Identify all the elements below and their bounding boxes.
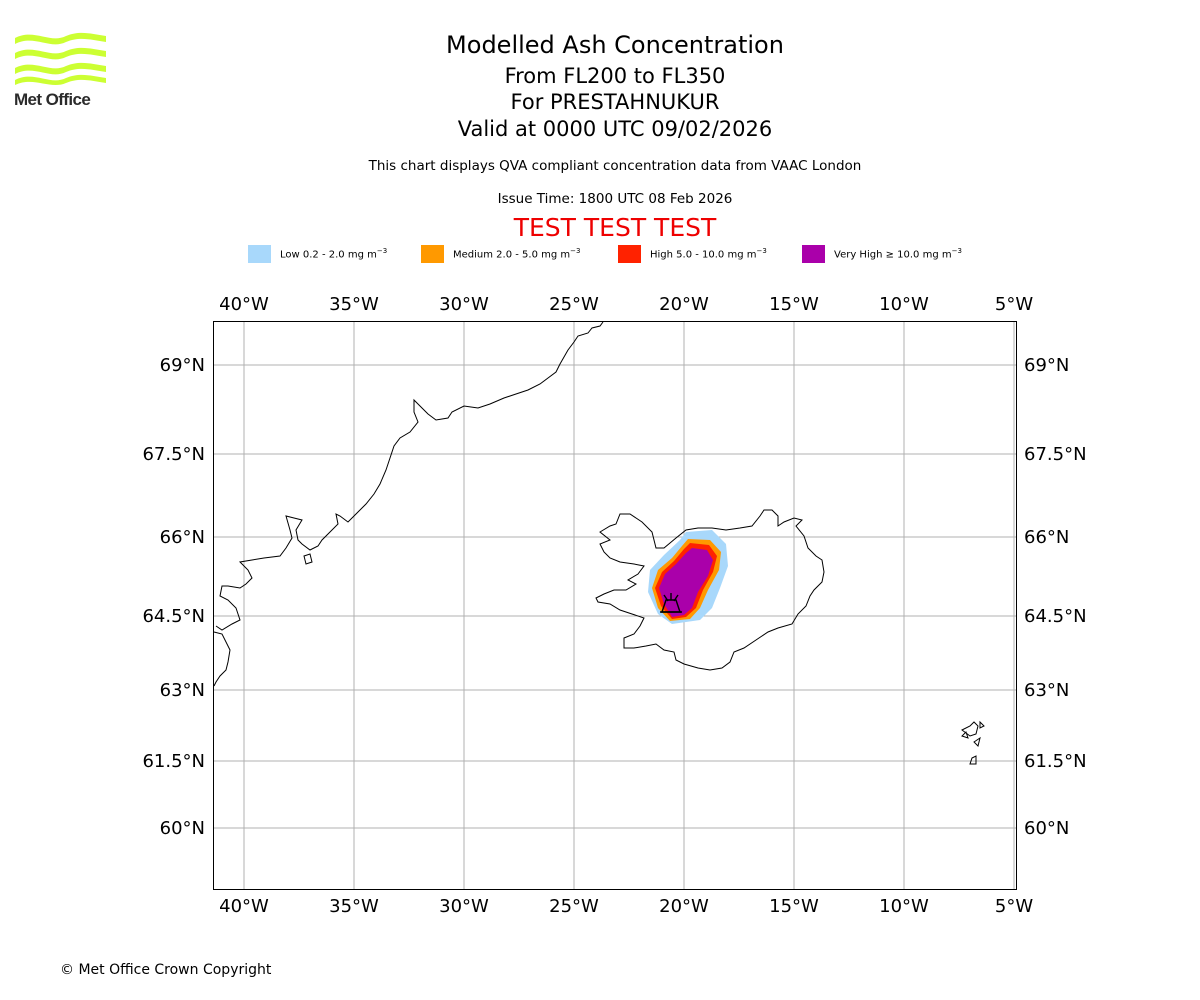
lon-label: 40°W [219,896,269,917]
lon-label: 40°W [219,294,269,315]
legend-exponent: −3 [570,247,581,256]
lat-labels-left: 69°N 67.5°N 66°N 64.5°N 63°N 61.5°N 60°N [142,355,205,839]
met-office-logo: Met Office [14,30,108,114]
legend-swatch-low [248,245,271,263]
legend-label-very-high: Very High ≥ 10.0 mg m [834,249,952,261]
lon-label: 15°W [769,896,819,917]
lon-label: 25°W [549,294,599,315]
lon-label: 5°W [995,294,1033,315]
faroe-islands [961,720,985,765]
lat-label: 69°N [1024,355,1069,376]
flight-level-range: From FL200 to FL350 [504,64,726,88]
issue-time: Issue Time: 1800 UTC 08 Feb 2026 [497,191,733,207]
lon-label: 30°W [439,896,489,917]
lat-label: 63°N [160,680,205,701]
lat-label: 64.5°N [1024,606,1087,627]
lat-label: 69°N [160,355,205,376]
greenland-coast [215,321,604,631]
legend: Low 0.2 - 2.0 mg m−3 Medium 2.0 - 5.0 mg… [0,244,1200,264]
lon-label: 10°W [879,294,929,315]
volcano-icon [660,593,682,613]
lon-label: 10°W [879,896,929,917]
ash-zones [648,530,728,624]
lon-label: 5°W [995,896,1033,917]
lon-labels-bottom: 40°W 35°W 30°W 25°W 20°W 15°W 10°W 5°W [219,896,1033,917]
lon-labels-top: 40°W 35°W 30°W 25°W 20°W 15°W 10°W 5°W [219,294,1033,315]
lon-label: 35°W [329,294,379,315]
greenland-islet [303,553,313,565]
legend-swatch-medium [421,245,444,263]
chart-title: Modelled Ash Concentration [446,31,784,59]
legend-label-medium: Medium 2.0 - 5.0 mg m [453,249,571,261]
coastlines [213,321,985,765]
lat-label: 60°N [1024,818,1069,839]
lat-label: 67.5°N [142,444,205,465]
map-frame [213,321,1017,890]
legend-label-low: Low 0.2 - 2.0 mg m [280,249,377,261]
lat-label: 66°N [160,527,205,548]
legend-exponent: −3 [756,247,767,256]
lon-label: 20°W [659,294,709,315]
volcano-name: For PRESTAHNUKUR [510,90,720,114]
lat-labels-right: 69°N 67.5°N 66°N 64.5°N 63°N 61.5°N 60°N [1024,355,1087,839]
valid-time: Valid at 0000 UTC 09/02/2026 [457,117,773,141]
lat-label: 64.5°N [142,606,205,627]
legend-exponent: −3 [951,247,962,256]
lon-label: 20°W [659,896,709,917]
test-banner: TEST TEST TEST [513,213,717,242]
graticule [214,322,1016,889]
legend-swatch-high [618,245,641,263]
greenland-coast-south [213,631,231,687]
logo-text: Met Office [14,90,91,109]
legend-item-low: Low 0.2 - 2.0 mg m−3 [248,244,387,264]
legend-item-very-high: Very High ≥ 10.0 mg m−3 [802,244,962,264]
met-office-logo-waves-icon [15,32,106,86]
lon-label: 30°W [439,294,489,315]
lat-label: 67.5°N [1024,444,1087,465]
lat-label: 61.5°N [142,751,205,772]
copyright: © Met Office Crown Copyright [60,962,272,978]
lat-label: 63°N [1024,680,1069,701]
legend-exponent: −3 [376,247,388,256]
legend-item-medium: Medium 2.0 - 5.0 mg m−3 [421,244,580,264]
lon-label: 35°W [329,896,379,917]
legend-item-high: High 5.0 - 10.0 mg m−3 [618,244,767,264]
legend-label-high: High 5.0 - 10.0 mg m [650,249,757,261]
lon-label: 25°W [549,896,599,917]
lat-label: 60°N [160,818,205,839]
iceland-coast [595,509,825,671]
legend-swatch-very-high [802,245,825,263]
lon-label: 15°W [769,294,819,315]
lat-label: 61.5°N [1024,751,1087,772]
qva-note: This chart displays QVA compliant concen… [368,158,862,174]
lat-label: 66°N [1024,527,1069,548]
